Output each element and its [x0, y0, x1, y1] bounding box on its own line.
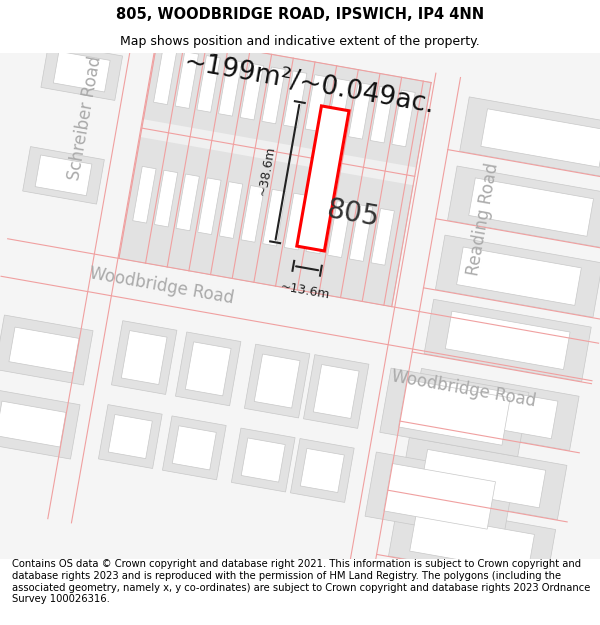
Polygon shape: [154, 48, 177, 104]
Polygon shape: [241, 186, 265, 242]
Polygon shape: [108, 414, 152, 459]
Polygon shape: [220, 182, 243, 238]
Polygon shape: [297, 106, 349, 251]
Polygon shape: [384, 464, 496, 529]
Polygon shape: [349, 82, 372, 139]
Text: Woodbridge Road: Woodbridge Road: [390, 367, 537, 410]
Polygon shape: [481, 109, 600, 168]
Text: 805, WOODBRIDGE ROAD, IPSWICH, IP4 4NN: 805, WOODBRIDGE ROAD, IPSWICH, IP4 4NN: [116, 8, 484, 22]
Polygon shape: [445, 311, 570, 369]
Polygon shape: [313, 364, 359, 419]
Polygon shape: [218, 59, 242, 116]
Polygon shape: [98, 404, 162, 469]
Polygon shape: [263, 189, 286, 246]
Polygon shape: [436, 235, 600, 318]
Polygon shape: [176, 174, 199, 231]
Polygon shape: [305, 75, 329, 131]
Polygon shape: [0, 401, 66, 447]
Polygon shape: [424, 299, 591, 381]
Polygon shape: [349, 204, 373, 261]
Polygon shape: [119, 34, 431, 307]
Polygon shape: [398, 379, 510, 445]
Polygon shape: [175, 52, 199, 109]
Polygon shape: [301, 448, 344, 493]
Polygon shape: [304, 0, 505, 625]
Text: ~38.6m: ~38.6m: [256, 144, 278, 196]
Polygon shape: [0, 389, 80, 459]
Polygon shape: [389, 502, 556, 584]
Polygon shape: [232, 428, 295, 492]
Polygon shape: [112, 321, 177, 394]
Polygon shape: [185, 342, 231, 396]
Text: ~13.6m: ~13.6m: [279, 280, 331, 302]
Polygon shape: [53, 51, 110, 92]
Polygon shape: [284, 71, 307, 128]
Polygon shape: [0, 221, 600, 398]
Polygon shape: [140, 119, 416, 185]
Polygon shape: [392, 90, 415, 147]
Polygon shape: [254, 354, 300, 408]
Polygon shape: [371, 209, 394, 265]
Polygon shape: [290, 439, 354, 503]
Polygon shape: [421, 449, 546, 508]
Text: Contains OS data © Crown copyright and database right 2021. This information is : Contains OS data © Crown copyright and d…: [12, 559, 590, 604]
Polygon shape: [175, 332, 241, 406]
Text: Schreiber Road: Schreiber Road: [65, 54, 104, 182]
Polygon shape: [41, 43, 122, 101]
Polygon shape: [400, 438, 567, 519]
Polygon shape: [35, 155, 92, 196]
Polygon shape: [4, 0, 203, 625]
Polygon shape: [328, 201, 351, 258]
Polygon shape: [0, 315, 93, 385]
Polygon shape: [469, 178, 593, 236]
Polygon shape: [197, 56, 220, 112]
Polygon shape: [133, 166, 156, 223]
Polygon shape: [410, 514, 535, 572]
Polygon shape: [240, 63, 263, 120]
Polygon shape: [448, 166, 600, 248]
Text: Reading Road: Reading Road: [464, 161, 502, 277]
Polygon shape: [370, 86, 394, 143]
Polygon shape: [380, 368, 529, 457]
Polygon shape: [244, 344, 310, 418]
Polygon shape: [121, 331, 167, 384]
Polygon shape: [365, 452, 514, 541]
Polygon shape: [198, 178, 221, 234]
Polygon shape: [23, 147, 104, 204]
Polygon shape: [460, 97, 600, 179]
Polygon shape: [304, 354, 369, 428]
Polygon shape: [412, 368, 579, 451]
Polygon shape: [163, 416, 226, 480]
Polygon shape: [327, 79, 350, 135]
Text: Woodbridge Road: Woodbridge Road: [88, 264, 236, 307]
Polygon shape: [172, 426, 217, 470]
Text: 805: 805: [323, 196, 381, 232]
Polygon shape: [433, 380, 558, 439]
Text: Map shows position and indicative extent of the property.: Map shows position and indicative extent…: [120, 35, 480, 48]
Polygon shape: [262, 67, 285, 124]
Polygon shape: [241, 438, 285, 482]
Text: ~199m²/~0.049ac.: ~199m²/~0.049ac.: [182, 49, 436, 119]
Polygon shape: [457, 247, 581, 306]
Polygon shape: [154, 170, 178, 227]
Polygon shape: [9, 327, 79, 373]
Polygon shape: [306, 197, 329, 254]
Polygon shape: [284, 193, 308, 250]
